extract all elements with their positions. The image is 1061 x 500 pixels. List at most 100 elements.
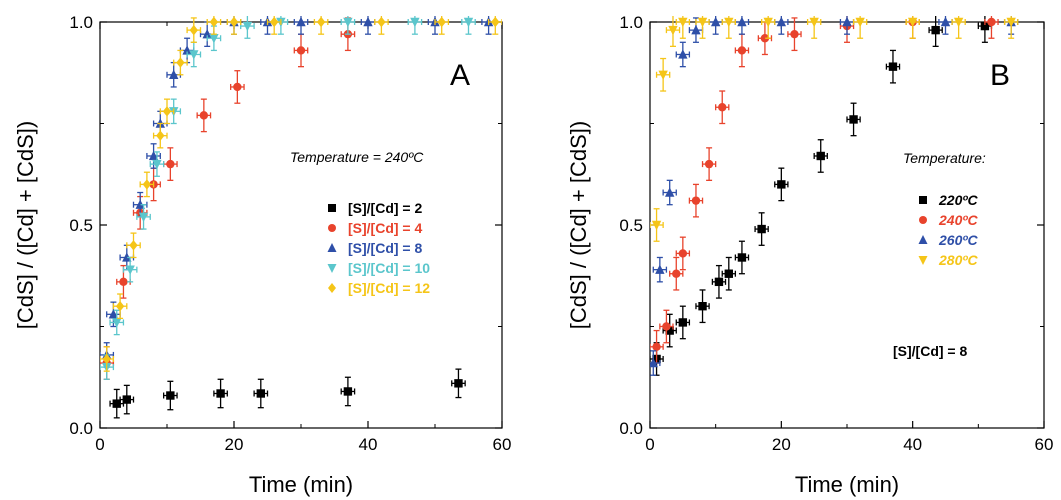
marker-triangle-down	[658, 70, 668, 80]
legend-entry: [S]/[Cd] = 8	[348, 240, 422, 256]
data-point	[688, 183, 704, 218]
data-point	[461, 16, 476, 35]
data-point	[652, 256, 668, 283]
marker-triangle-down	[125, 265, 135, 275]
data-point	[136, 204, 151, 230]
x-tick-label: 40	[903, 435, 922, 454]
marker-triangle-down	[343, 17, 353, 28]
data-point	[905, 16, 920, 39]
marker-triangle-up	[108, 309, 119, 319]
data-point	[711, 264, 727, 299]
marker-circle	[166, 159, 175, 169]
legend-entry: [S]/[Cd] = 4	[348, 220, 422, 236]
marker-diamond	[316, 16, 326, 28]
marker-square	[166, 391, 175, 400]
marker-square	[849, 115, 858, 124]
marker-triangle-down	[112, 318, 122, 328]
marker-diamond	[162, 106, 172, 117]
legend-marker	[328, 283, 336, 293]
data-point	[119, 384, 135, 415]
marker-triangle-down	[809, 17, 819, 28]
series-4	[100, 16, 502, 372]
data-point	[708, 16, 723, 35]
marker-triangle-down	[724, 17, 734, 28]
marker-diamond	[129, 240, 138, 251]
legend-entry: [S]/[Cd] = 10	[348, 260, 430, 276]
x-tick-label: 60	[493, 435, 512, 454]
data-point	[734, 33, 750, 68]
marker-triangle-up	[691, 24, 701, 35]
marker-circle	[737, 46, 747, 55]
marker-square	[777, 180, 786, 189]
marker-diamond	[115, 301, 125, 312]
marker-triangle-up	[148, 150, 159, 161]
marker-triangle-up	[650, 357, 658, 368]
data-point	[665, 16, 681, 48]
legend-marker	[918, 256, 928, 265]
data-point	[122, 256, 138, 283]
marker-triangle-up	[655, 264, 665, 274]
legend-entry: [S]/[Cd] = 12	[348, 280, 430, 296]
y-tick-label: 0.0	[619, 419, 643, 438]
marker-triangle-down	[209, 34, 219, 44]
legend-marker	[328, 224, 336, 232]
series-0	[109, 368, 466, 419]
marker-triangle-down	[907, 17, 918, 28]
marker-circle	[652, 342, 661, 351]
data-point	[675, 41, 691, 68]
marker-triangle-up	[842, 16, 852, 27]
data-point	[100, 346, 115, 372]
chart-panel-b: 0 20 40 60 0.0 0.5 1.0 Time (min) [CdS] / ([Cd] …	[566, 13, 1053, 497]
marker-square	[112, 399, 121, 408]
x-tick-label: 20	[772, 435, 791, 454]
x-tick-label: 0	[95, 435, 104, 454]
marker-triangle-down	[855, 17, 865, 28]
y-axis-label: [CdS] / ([Cd] + [CdS])	[13, 121, 38, 329]
data-point	[984, 16, 999, 39]
marker-circle	[678, 249, 688, 258]
legend: Temperature = 240ºC [S]/[Cd] = 2 [S]/[Cd] …	[290, 149, 430, 296]
marker-triangle-down	[697, 17, 708, 28]
data-point	[951, 16, 966, 39]
marker-square	[698, 302, 707, 311]
data-point	[977, 16, 993, 43]
data-point	[928, 16, 943, 48]
data-point	[774, 16, 789, 35]
data-point	[852, 16, 868, 39]
marker-square	[888, 62, 898, 71]
marker-triangle-up	[665, 187, 675, 197]
series-3	[100, 16, 476, 380]
data-point	[126, 232, 141, 259]
y-axis-label: [CdS] / ([Cd] + [CdS])	[566, 121, 591, 329]
data-point	[206, 16, 222, 35]
data-point	[313, 16, 329, 35]
marker-triangle-down	[1006, 17, 1016, 28]
data-point	[662, 179, 677, 206]
data-point	[754, 212, 769, 246]
marker-square	[665, 326, 674, 335]
marker-square	[256, 389, 265, 398]
data-point	[213, 378, 228, 409]
data-point	[885, 49, 901, 84]
data-point	[360, 16, 376, 35]
legend-marker	[919, 196, 927, 204]
data-point	[774, 167, 789, 202]
legend-entry: 240ºC	[938, 212, 978, 228]
marker-square	[757, 224, 766, 234]
marker-square	[737, 253, 747, 262]
y-tick-label: 1.0	[69, 13, 93, 32]
data-point	[139, 171, 155, 198]
data-point	[715, 90, 730, 125]
data-point	[374, 16, 389, 35]
marker-triangle-up	[776, 16, 787, 27]
marker-square	[122, 395, 131, 404]
data-point	[701, 147, 717, 181]
annotation: [S]/[Cd] = 8	[893, 343, 967, 359]
data-point	[112, 293, 128, 320]
data-point	[186, 41, 202, 68]
marker-triangle-up	[169, 69, 179, 79]
marker-square	[216, 389, 225, 398]
data-point	[675, 236, 691, 271]
marker-triangle-up	[737, 16, 747, 27]
data-point	[655, 57, 671, 92]
